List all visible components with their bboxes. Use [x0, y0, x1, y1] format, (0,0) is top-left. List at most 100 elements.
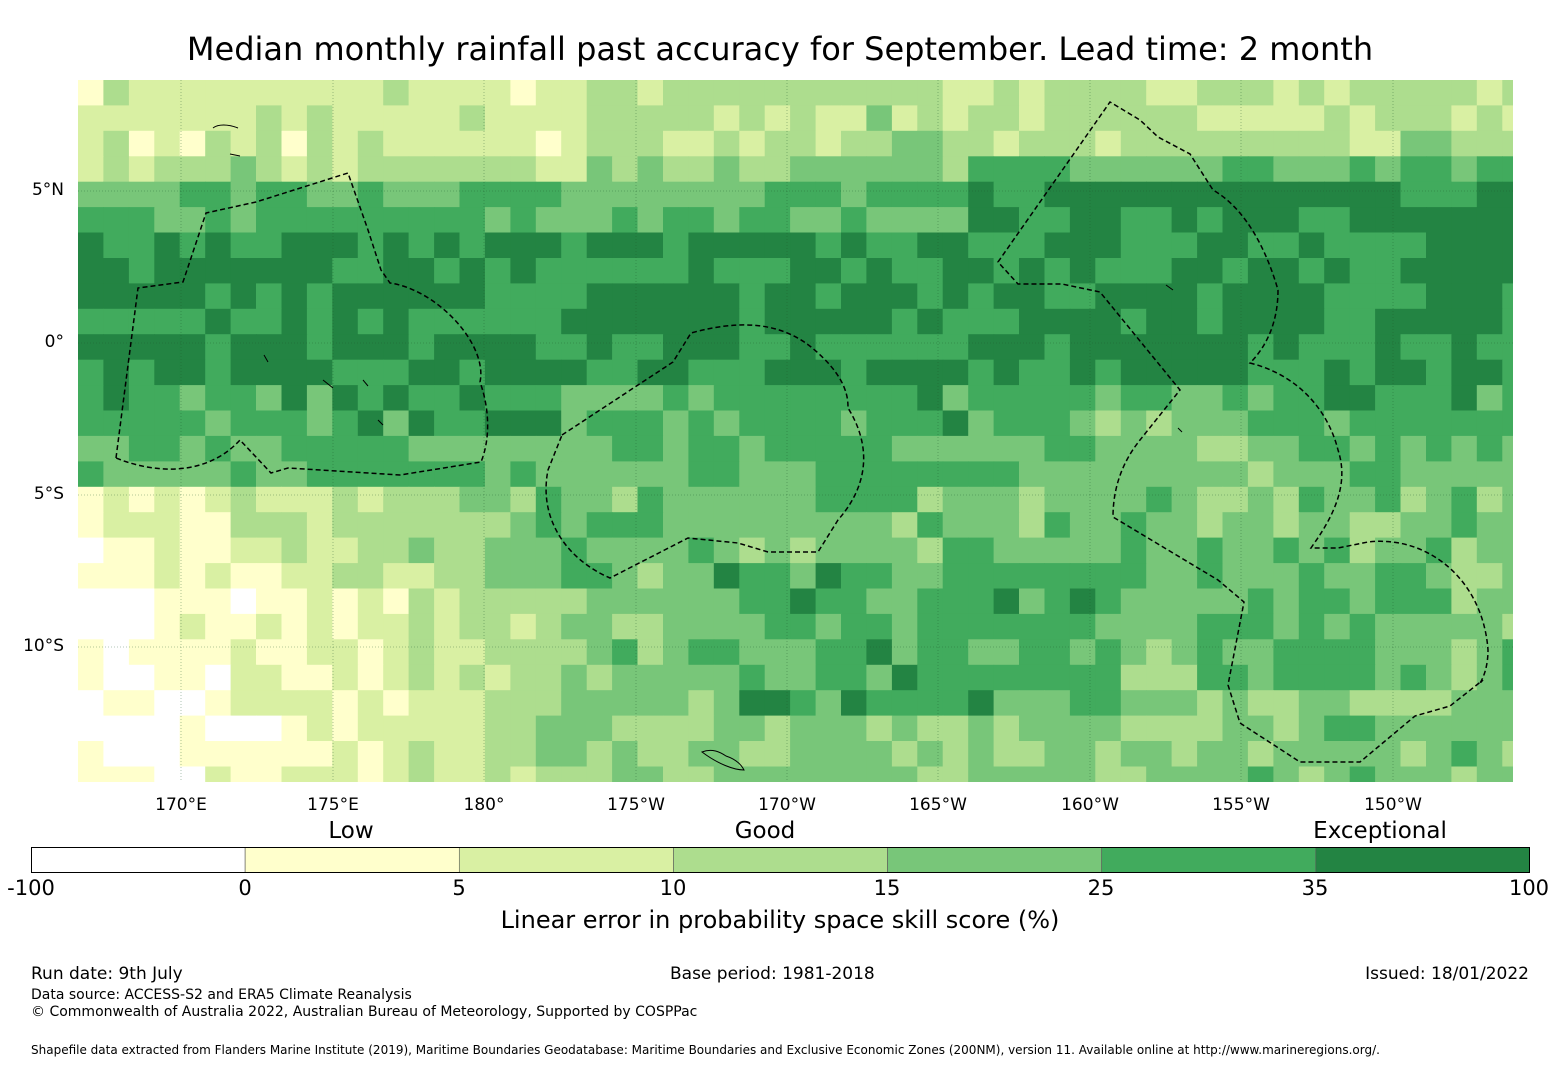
skill-cell — [408, 435, 435, 462]
skill-cell — [891, 410, 918, 437]
skill-cell — [917, 563, 944, 590]
skill-cell — [78, 258, 104, 284]
skill-cell — [1273, 359, 1300, 386]
skill-cell — [815, 359, 842, 386]
skill-cell — [739, 435, 766, 462]
skill-cell — [281, 156, 308, 183]
skill-cell — [841, 690, 867, 717]
skill-cell — [586, 80, 613, 106]
skill-cell — [713, 766, 740, 782]
skill-cell — [281, 308, 308, 335]
skill-cell — [1273, 741, 1300, 767]
skill-cell — [1069, 410, 1096, 437]
colorbar-tick-label: 10 — [659, 876, 687, 900]
skill-cell — [154, 334, 181, 361]
skill-cell — [1273, 130, 1300, 157]
skill-cell — [128, 181, 155, 208]
skill-cell — [1349, 512, 1376, 539]
skill-cell — [1120, 563, 1147, 590]
skill-cell — [1019, 130, 1045, 157]
skill-cell — [1349, 715, 1376, 742]
skill-cell — [1324, 334, 1351, 361]
skill-cell — [1069, 639, 1096, 666]
skill-cell — [688, 130, 715, 157]
skill-cell — [1146, 588, 1173, 615]
skill-cell — [1247, 410, 1274, 437]
skill-cell — [866, 486, 893, 513]
skill-cell — [332, 359, 359, 386]
skill-cell — [1298, 435, 1325, 462]
skill-cell — [1400, 334, 1427, 361]
skill-cell — [1146, 664, 1173, 691]
skill-cell — [306, 613, 333, 640]
colorbar-segment — [244, 847, 460, 873]
skill-cell — [1400, 588, 1427, 615]
skill-cell — [408, 207, 435, 234]
skill-cell — [1273, 715, 1300, 742]
skill-cell — [841, 639, 867, 666]
skill-cell — [256, 715, 282, 742]
skill-cell — [1476, 385, 1503, 412]
skill-cell — [663, 512, 689, 539]
skill-cell — [332, 80, 359, 106]
skill-cell — [230, 563, 257, 590]
skill-cell — [154, 80, 181, 106]
skill-cell — [688, 207, 715, 234]
skill-cell — [459, 410, 486, 437]
skill-cell — [1247, 80, 1274, 106]
skill-cell — [1273, 80, 1300, 106]
skill-cell — [256, 435, 282, 462]
skill-cell — [1298, 588, 1325, 615]
skill-cell — [1069, 664, 1096, 691]
skill-cell — [281, 741, 308, 767]
skill-cell — [1426, 486, 1452, 513]
skill-cell — [891, 181, 918, 208]
skill-cell — [866, 664, 893, 691]
skill-cell — [1044, 156, 1071, 183]
skill-cell — [1400, 410, 1427, 437]
skill-cell — [1400, 435, 1427, 462]
skill-cell — [230, 639, 257, 666]
skill-cell — [1095, 512, 1122, 539]
skill-cell — [968, 664, 995, 691]
skill-cell — [1502, 308, 1513, 335]
skill-cell — [179, 156, 206, 183]
skill-cell — [154, 410, 181, 437]
skill-cell — [383, 181, 410, 208]
skill-cell — [1375, 334, 1402, 361]
eez-boundary-kiribati-gilberts — [115, 172, 489, 476]
skill-cell — [586, 359, 613, 386]
skill-cell — [1298, 766, 1325, 782]
colorbar-segment — [458, 847, 674, 873]
skill-cell — [637, 435, 664, 462]
skill-cell — [891, 613, 918, 640]
skill-cell — [968, 105, 995, 132]
skill-cell — [128, 410, 155, 437]
skill-cell — [103, 512, 130, 539]
skill-cell — [1171, 512, 1198, 539]
skill-cell — [663, 308, 689, 335]
skill-cell — [1120, 639, 1147, 666]
skill-cell — [891, 664, 918, 691]
skill-cell — [993, 283, 1020, 310]
skill-cell — [1146, 741, 1173, 767]
skill-cell — [1019, 664, 1045, 691]
skill-cell — [1171, 359, 1198, 386]
skill-cell — [790, 766, 817, 782]
skill-cell — [434, 461, 461, 488]
skill-cell — [1222, 741, 1249, 767]
skill-cell — [103, 283, 130, 310]
skill-cell — [205, 181, 232, 208]
skill-cell — [764, 512, 791, 539]
skill-cell — [1019, 232, 1045, 259]
skill-cell — [917, 690, 944, 717]
skill-cell — [510, 258, 537, 284]
skill-cell — [408, 715, 435, 742]
skill-cell — [154, 741, 181, 767]
skill-cell — [1476, 766, 1503, 782]
skill-cell — [1273, 156, 1300, 183]
skill-cell — [510, 690, 537, 717]
skill-cell — [154, 156, 181, 183]
skill-cell — [510, 181, 537, 208]
skill-cell — [891, 563, 918, 590]
